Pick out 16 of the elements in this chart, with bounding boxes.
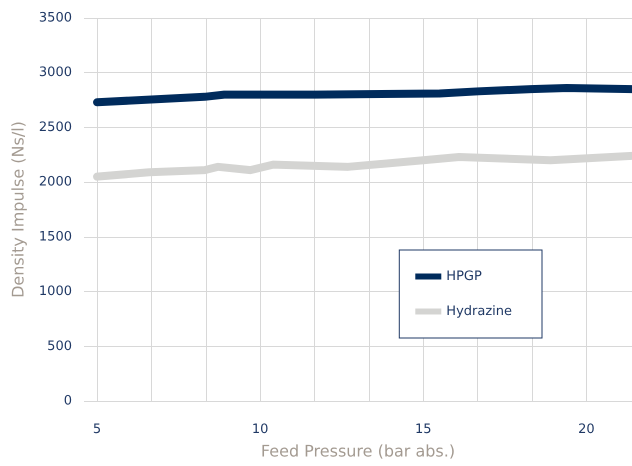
y-tick-label: 3000 [38, 65, 72, 80]
x-axis-title: Feed Pressure (bar abs.) [260, 442, 456, 460]
y-tick-label: 1500 [38, 229, 72, 244]
x-tick-label: 20 [578, 422, 595, 437]
y-tick-label: 500 [47, 338, 72, 354]
y-axis-title: Density Impulse (Ns/l) [8, 121, 28, 298]
y-tick-label: 2500 [38, 120, 72, 135]
x-tick-label: 10 [252, 422, 268, 437]
x-tick-label: 15 [414, 422, 432, 437]
y-tick-label: 3500 [38, 10, 72, 26]
y-tick-label: 1000 [38, 284, 72, 300]
legend-label: HPGP [446, 269, 482, 284]
x-tick-label: 5 [92, 422, 102, 437]
legend-label: Hydrazine [446, 304, 512, 319]
y-tick-label: 2000 [38, 174, 72, 190]
y-tick-label: 0 [64, 394, 72, 408]
